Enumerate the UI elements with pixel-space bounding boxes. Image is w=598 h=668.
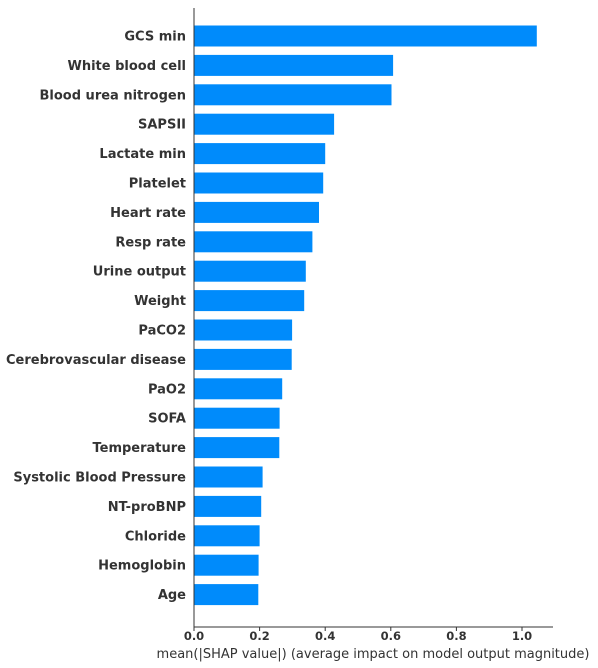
category-label: SAPSII <box>138 118 186 133</box>
category-label: Hemoglobin <box>98 559 186 574</box>
category-label: Weight <box>134 294 186 309</box>
bar <box>194 143 326 165</box>
category-label: Temperature <box>92 441 186 456</box>
category-label: Platelet <box>129 177 186 192</box>
bar <box>194 25 537 47</box>
bar <box>194 378 283 400</box>
x-tick-label: 0.8 <box>446 629 466 643</box>
bar <box>194 437 280 459</box>
category-label: NT-proBNP <box>108 500 186 515</box>
category-label: Lactate min <box>99 147 186 162</box>
x-tick-label: 0.2 <box>249 629 269 643</box>
category-label: GCS min <box>124 30 186 45</box>
bar-group <box>194 25 537 606</box>
category-label: Systolic Blood Pressure <box>13 471 186 486</box>
x-axis-label: mean(|SHAP value|) (average impact on mo… <box>157 647 590 662</box>
bar <box>194 407 280 429</box>
x-tick-label: 1.0 <box>512 629 532 643</box>
category-label: Urine output <box>93 265 186 280</box>
bar <box>194 348 292 370</box>
bar <box>194 584 259 606</box>
category-label: White blood cell <box>68 59 187 74</box>
bar <box>194 54 394 76</box>
bar <box>194 554 259 576</box>
bar <box>194 260 306 282</box>
bar <box>194 231 313 253</box>
category-label: PaCO2 <box>138 324 186 339</box>
bar <box>194 319 293 341</box>
bar <box>194 525 260 547</box>
bar <box>194 290 305 312</box>
x-tick-label: 0.6 <box>381 629 401 643</box>
x-tick-label: 0.4 <box>315 629 335 643</box>
category-label: Cerebrovascular disease <box>6 353 186 368</box>
category-label: Resp rate <box>115 235 186 250</box>
x-tick-label: 0.0 <box>184 629 204 643</box>
category-label: Heart rate <box>110 206 186 221</box>
bar <box>194 172 324 194</box>
bar <box>194 201 319 223</box>
category-label: PaO2 <box>148 382 186 397</box>
bar <box>194 113 335 135</box>
category-label: Blood urea nitrogen <box>40 88 187 103</box>
category-labels: GCS min White blood cell Blood urea nitrog… <box>6 30 186 604</box>
bar <box>194 466 263 488</box>
bar <box>194 495 262 517</box>
x-tick-group: 0.0 0.2 0.4 0.6 0.8 1.0 <box>184 627 532 643</box>
category-label: SOFA <box>148 412 186 427</box>
category-label: Age <box>158 588 186 603</box>
category-label: Chloride <box>125 529 186 544</box>
bar <box>194 84 392 106</box>
